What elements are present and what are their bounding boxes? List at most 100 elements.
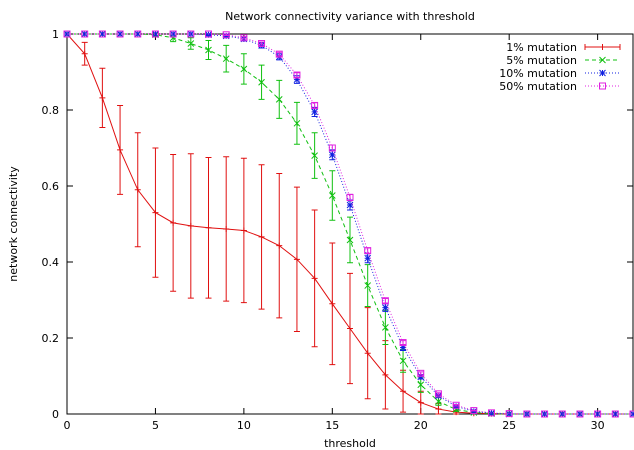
data-point — [382, 371, 389, 378]
data-point — [293, 256, 300, 263]
data-point — [205, 30, 212, 38]
data-point — [434, 390, 442, 398]
error-bar — [470, 409, 477, 412]
data-point — [629, 410, 634, 418]
x-tick-label: 15 — [325, 419, 339, 432]
error-bar — [276, 51, 283, 57]
data-point — [576, 410, 584, 418]
data-point — [187, 30, 195, 38]
error-bar — [400, 340, 407, 345]
y-tick-label: 0.2 — [42, 332, 60, 345]
error-bar — [293, 72, 300, 78]
error-bar — [347, 193, 353, 201]
data-point — [364, 282, 372, 289]
data-point — [240, 227, 247, 234]
data-point — [187, 222, 194, 229]
data-point — [629, 410, 634, 418]
data-point — [594, 410, 602, 418]
series-layer — [63, 30, 634, 418]
data-point — [364, 254, 372, 262]
plot-frame — [66, 33, 634, 415]
data-point — [558, 410, 566, 418]
x-axis-title: threshold — [324, 437, 376, 450]
legend-label: 5% mutation — [506, 54, 577, 67]
data-point — [293, 71, 301, 79]
data-point — [258, 40, 266, 47]
data-point — [258, 233, 265, 240]
data-point — [311, 152, 318, 159]
x-tick-label: 5 — [152, 419, 159, 432]
data-point — [169, 30, 177, 38]
data-point — [240, 65, 248, 73]
data-point — [170, 219, 177, 226]
y-tick-label: 0.8 — [42, 104, 60, 117]
data-point — [435, 406, 442, 413]
data-point — [275, 96, 283, 103]
data-point — [576, 410, 584, 418]
legend-label: 1% mutation — [506, 41, 577, 54]
data-point — [328, 192, 336, 199]
data-point — [328, 144, 336, 152]
data-point — [134, 186, 141, 193]
data-point — [117, 146, 124, 153]
legend-marker — [599, 82, 606, 90]
data-point — [134, 30, 142, 38]
y-tick-label: 0 — [52, 408, 59, 421]
data-point — [293, 76, 301, 83]
data-point — [417, 369, 425, 377]
data-point — [311, 108, 318, 116]
data-point — [523, 410, 531, 418]
data-point — [382, 304, 389, 311]
data-point — [222, 31, 230, 39]
data-point — [293, 119, 301, 127]
data-point — [63, 30, 71, 38]
data-point — [99, 94, 106, 101]
data-point — [222, 55, 230, 63]
y-tick-label: 0.4 — [42, 256, 60, 269]
data-point — [205, 46, 212, 54]
data-point — [399, 339, 407, 347]
x-tick-label: 25 — [502, 419, 516, 432]
data-point — [452, 401, 460, 409]
data-point — [505, 410, 513, 418]
data-point — [99, 30, 106, 38]
error-bar — [453, 404, 460, 407]
y-tick-label: 0.6 — [42, 180, 60, 193]
plot-area — [66, 33, 634, 415]
data-point — [417, 381, 425, 389]
legend-cap — [584, 44, 621, 50]
data-point — [364, 350, 371, 357]
data-point — [470, 407, 478, 415]
data-point — [275, 50, 283, 58]
data-point — [346, 193, 354, 201]
axes: 0 5 10 15 20 25 30 0 0.2 0.4 0.6 0.8 1 — [42, 28, 633, 432]
error-bar — [382, 297, 389, 304]
data-point — [346, 236, 354, 244]
data-point — [311, 101, 319, 109]
data-point — [223, 225, 230, 232]
data-point — [364, 247, 372, 255]
data-point — [81, 50, 88, 57]
x-tick-label: 30 — [591, 419, 605, 432]
data-point — [347, 325, 353, 332]
data-point — [81, 30, 89, 38]
x-tick-label: 20 — [414, 419, 428, 432]
data-point — [558, 410, 566, 418]
legend-label: 50% mutation — [499, 80, 577, 93]
data-point — [399, 344, 407, 351]
data-point — [311, 275, 318, 282]
data-point — [205, 224, 212, 231]
data-point — [400, 388, 407, 395]
data-point — [116, 30, 124, 38]
y-tick-label: 1 — [52, 28, 59, 41]
data-point — [98, 30, 106, 38]
legend-marker — [599, 56, 606, 64]
data-point — [116, 30, 124, 38]
data-point — [328, 151, 336, 159]
data-point — [541, 410, 549, 418]
data-point — [152, 209, 159, 216]
data-point — [240, 34, 248, 42]
x-tick-label: 10 — [237, 419, 251, 432]
data-point — [594, 410, 601, 418]
